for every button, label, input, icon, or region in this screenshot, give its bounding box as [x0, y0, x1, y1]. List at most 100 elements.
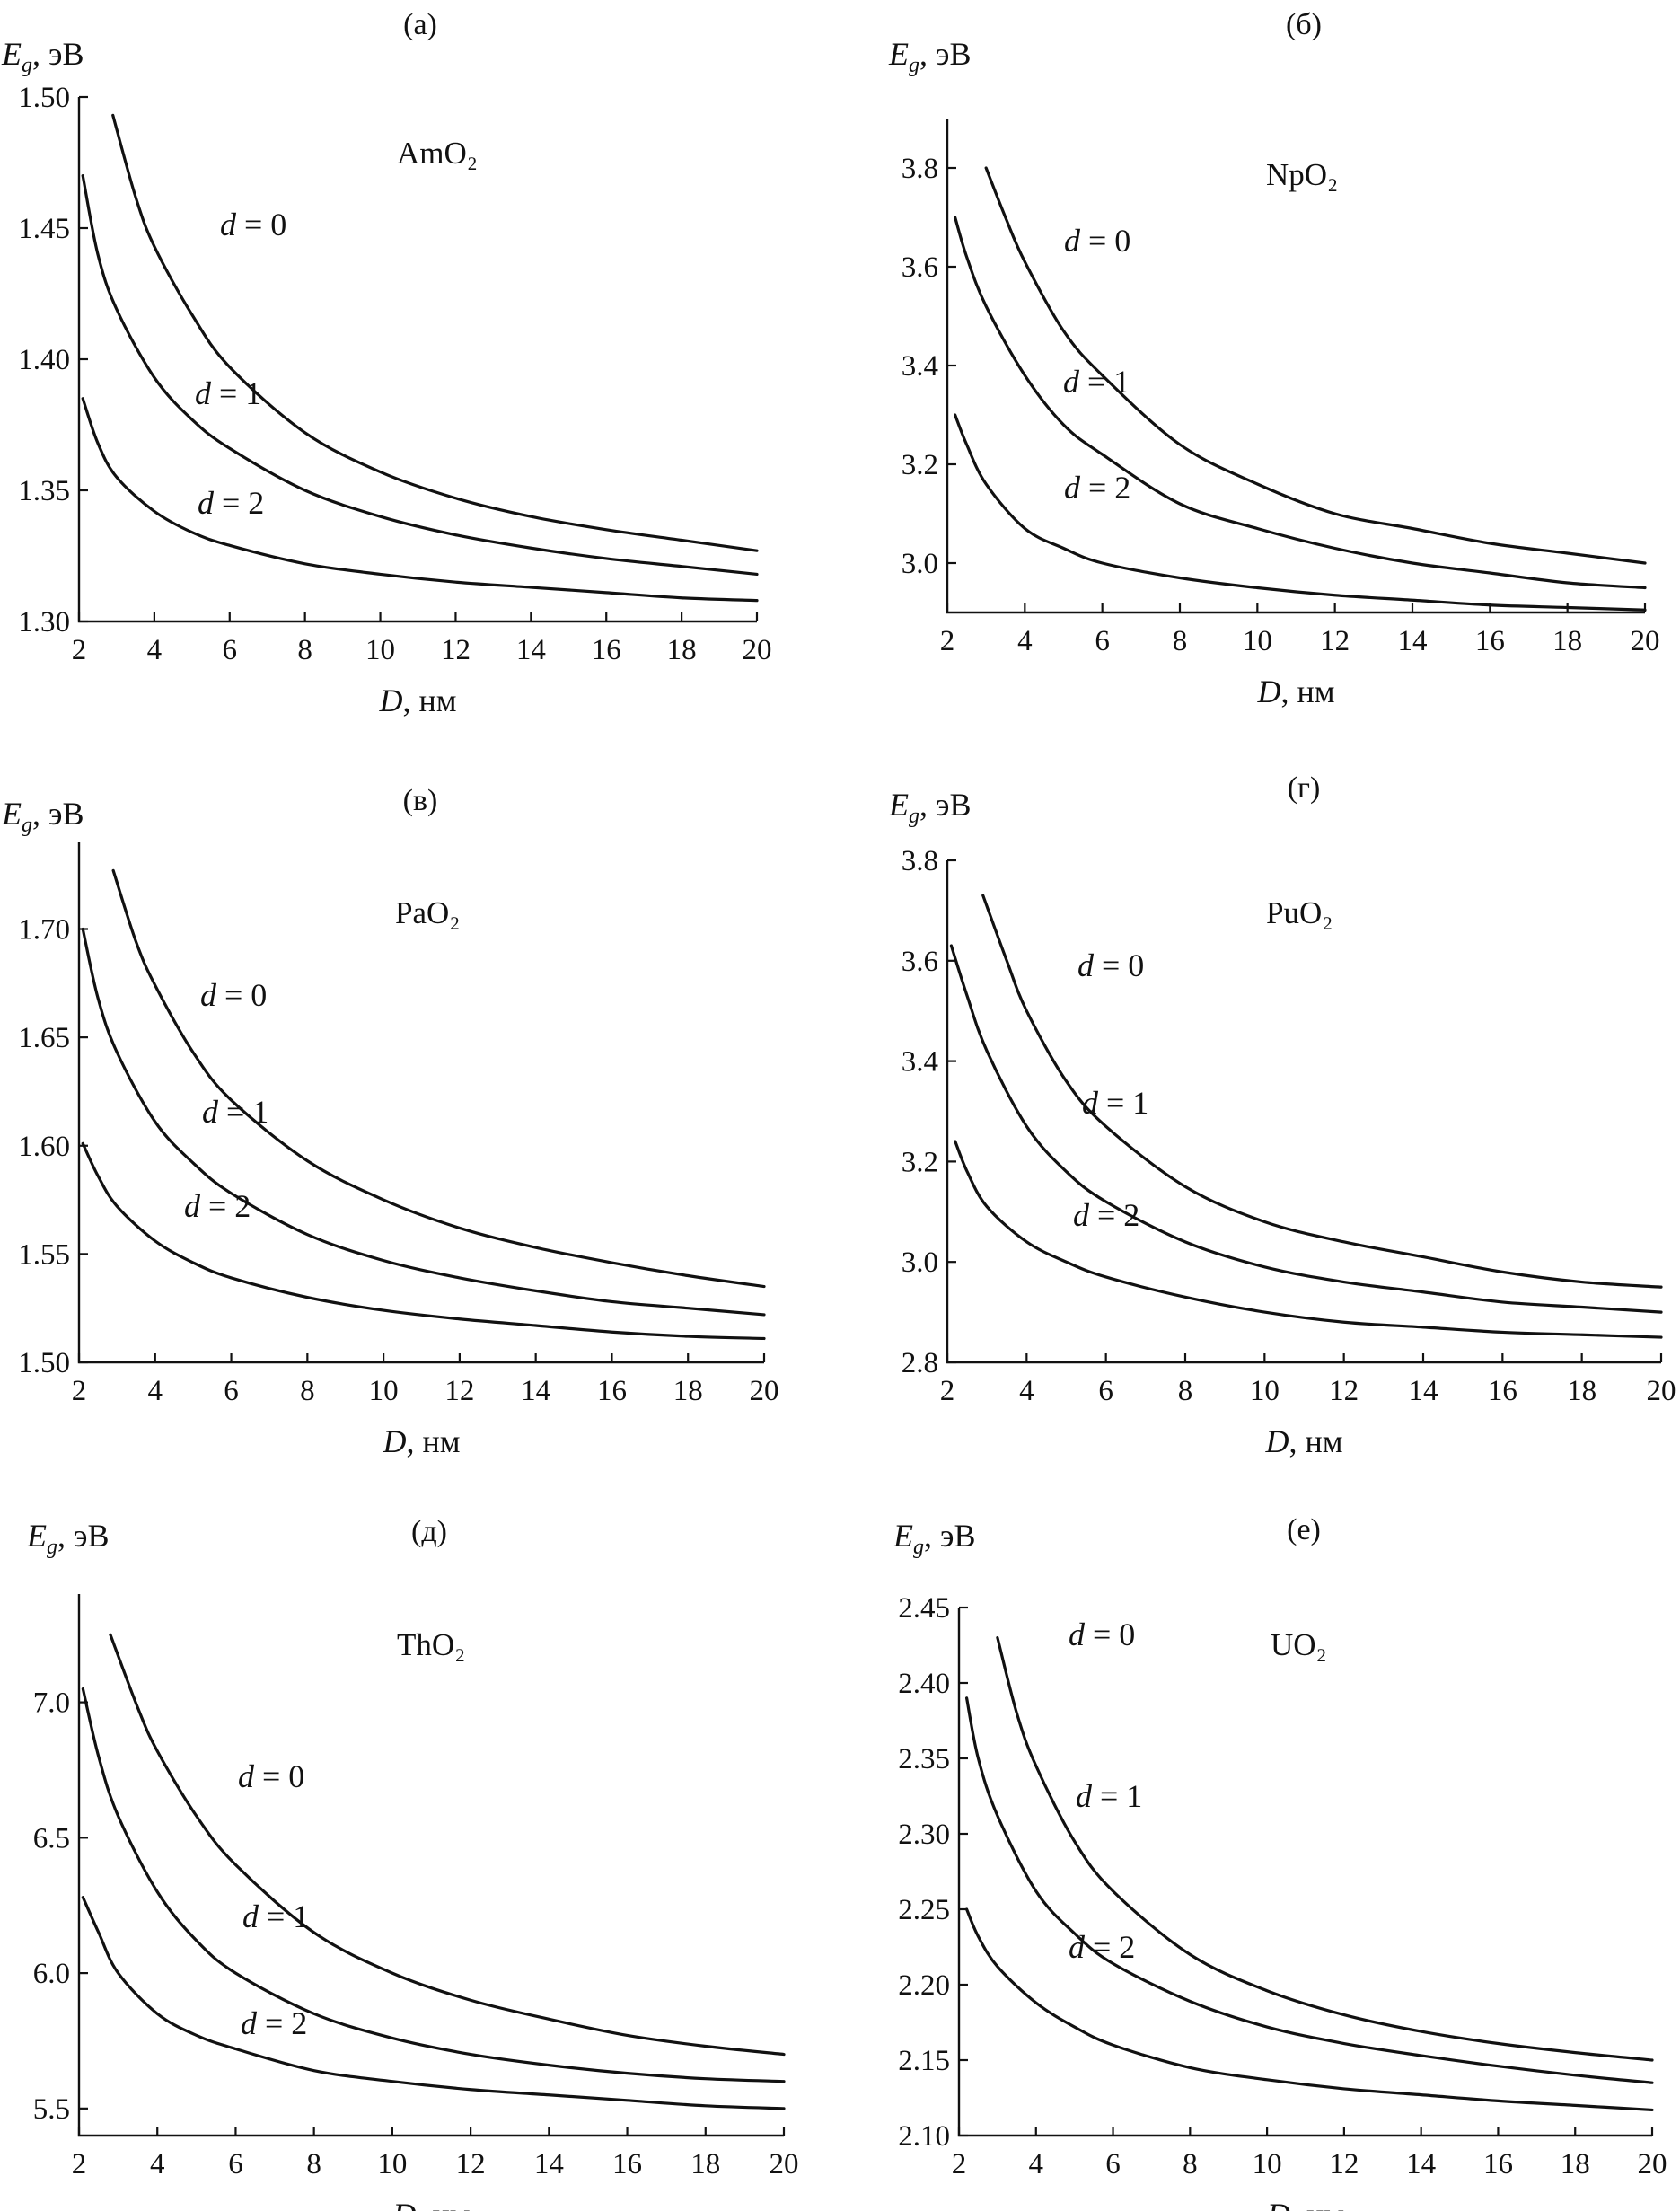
y-axis-label: Eg, эВ	[1, 36, 84, 77]
y-axis-label: Eg, эВ	[26, 1518, 109, 1559]
series-label-d1: d = 1	[195, 375, 261, 411]
compound-label: ThO₂	[397, 1627, 465, 1662]
series-label-d0: d = 0	[238, 1758, 304, 1794]
series-line-d2	[81, 1141, 766, 1341]
compound-label: UO₂	[1271, 1627, 1327, 1662]
x-tick-label: 18	[673, 1375, 703, 1407]
panel-label: (д)	[411, 1515, 447, 1548]
x-tick-label: 14	[521, 1375, 550, 1407]
x-tick-label: 12	[441, 634, 471, 666]
series-line-d0	[109, 1633, 786, 2057]
y-tick-label: 3.6	[902, 251, 938, 284]
x-tick-label: 20	[1631, 625, 1660, 657]
series-line-d0	[996, 1636, 1654, 2062]
x-tick-label: 20	[743, 634, 772, 666]
x-tick-label: 18	[1552, 625, 1582, 657]
x-tick-label: 4	[147, 634, 163, 666]
series-label-d2: d = 2	[198, 485, 264, 521]
y-tick-label: 1.45	[18, 213, 70, 245]
x-tick-label: 6	[228, 2148, 243, 2180]
x-tick-label: 10	[369, 1375, 399, 1407]
chart-panel-2: (б) 2 4 6 8 10 12 14 16 18 20 3.0 3.2 3.4 3.6 3.8 Eg, эВ…	[888, 8, 1660, 709]
x-tick-label: 20	[1647, 1375, 1676, 1407]
compound-label: PuO₂	[1266, 895, 1333, 930]
x-tick-label: 4	[1029, 2148, 1044, 2180]
x-tick-label: 2	[72, 2148, 87, 2180]
series-label-d0: d = 0	[1064, 223, 1130, 259]
chart-panel-4: (г) 2 4 6 8 10 12 14 16 18 20 2.8 3.0 3.2 3.4 3.6 3.8 Eg,…	[888, 771, 1676, 1459]
x-tick-label: 2	[940, 625, 955, 657]
x-tick-label: 18	[690, 2148, 720, 2180]
series-label-d2: d = 2	[1064, 470, 1130, 506]
y-tick-label: 3.4	[902, 1046, 938, 1079]
y-tick-label: 5.5	[33, 2093, 70, 2126]
y-tick-label: 3.8	[902, 153, 938, 185]
y-tick-label: 1.40	[18, 344, 70, 376]
x-axis-label: D, нм	[1256, 674, 1334, 709]
y-tick-label: 3.8	[902, 845, 938, 877]
series-label-d2: d = 2	[1073, 1197, 1139, 1233]
x-tick-label: 16	[1483, 2148, 1513, 2180]
series-line-d1	[81, 174, 759, 577]
y-tick-label: 3.0	[902, 1246, 938, 1279]
series-line-d1	[954, 216, 1647, 590]
y-tick-label: 3.4	[902, 350, 938, 383]
series-label-d2: d = 2	[241, 2005, 307, 2041]
y-tick-label: 2.45	[898, 1592, 950, 1625]
series-label-d0: d = 0	[220, 207, 286, 242]
y-tick-label: 1.60	[18, 1131, 70, 1163]
panel-label: (г)	[1288, 771, 1321, 805]
axes	[957, 1608, 1652, 2137]
y-tick-label: 2.15	[898, 2045, 950, 2077]
y-tick-label: 1.50	[18, 1347, 70, 1379]
x-tick-label: 8	[1183, 2148, 1198, 2180]
x-axis-label: D, нм	[1264, 1423, 1342, 1459]
y-axis-label: Eg, эВ	[1, 796, 84, 837]
axes	[946, 860, 1661, 1364]
y-tick-label: 3.0	[902, 548, 938, 580]
series-label-d0: d = 0	[1069, 1616, 1135, 1652]
series-label-d0: d = 0	[200, 977, 267, 1013]
x-tick-label: 12	[1329, 2148, 1359, 2180]
series-line-d0	[111, 113, 759, 552]
x-tick-label: 8	[300, 1375, 315, 1407]
series-line-d0	[981, 894, 1663, 1289]
chart-panel-5: (д) 2 4 6 8 10 12 14 16 18 20 5.5 6.0 6.5 7.0 Eg, эВ D, …	[26, 1515, 799, 2211]
y-tick-label: 1.35	[18, 475, 70, 507]
panel-label: (в)	[403, 784, 438, 817]
x-tick-label: 10	[1243, 625, 1272, 657]
y-tick-label: 6.0	[33, 1958, 70, 1990]
x-tick-label: 2	[72, 634, 87, 666]
x-axis-label: D, нм	[1266, 2197, 1344, 2211]
x-tick-label: 4	[150, 2148, 165, 2180]
x-tick-label: 2	[72, 1375, 87, 1407]
y-tick-label: 2.20	[898, 1969, 950, 2002]
y-tick-label: 1.30	[18, 606, 70, 639]
x-tick-label: 14	[516, 634, 546, 666]
x-tick-label: 2	[940, 1375, 955, 1407]
axes	[77, 1594, 784, 2137]
x-tick-label: 16	[1475, 625, 1505, 657]
x-tick-label: 12	[1329, 1375, 1359, 1407]
x-tick-label: 18	[667, 634, 697, 666]
y-tick-label: 3.2	[902, 1146, 938, 1178]
x-tick-label: 6	[1105, 2148, 1121, 2180]
panel-label: (б)	[1286, 8, 1322, 41]
x-tick-label: 10	[1250, 1375, 1280, 1407]
x-tick-label: 14	[534, 2148, 564, 2180]
axes	[77, 97, 757, 623]
x-tick-label: 6	[1095, 625, 1110, 657]
series-line-d1	[81, 927, 766, 1317]
x-tick-label: 10	[365, 634, 395, 666]
y-tick-label: 2.25	[898, 1894, 950, 1926]
panel-label: (а)	[403, 8, 437, 41]
y-tick-label: 2.35	[898, 1743, 950, 1775]
x-tick-label: 8	[1173, 625, 1188, 657]
x-tick-label: 8	[1178, 1375, 1193, 1407]
x-tick-label: 14	[1406, 2148, 1436, 2180]
x-axis-label: D, нм	[378, 683, 456, 718]
series-label-d1: d = 1	[1063, 364, 1130, 400]
y-tick-label: 2.40	[898, 1668, 950, 1700]
compound-label: AmO₂	[397, 136, 478, 171]
